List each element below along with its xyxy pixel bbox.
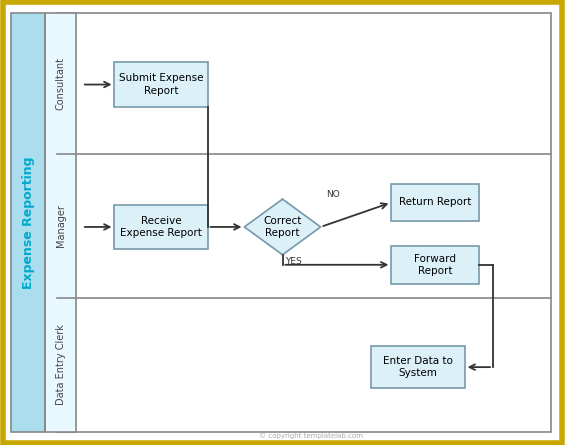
Bar bbox=[45, 13, 76, 432]
Bar bbox=[391, 246, 479, 284]
Bar bbox=[114, 205, 208, 249]
Bar bbox=[391, 184, 479, 221]
Text: Expense Reporting: Expense Reporting bbox=[21, 156, 35, 289]
Polygon shape bbox=[244, 199, 321, 255]
Text: Receive
Expense Report: Receive Expense Report bbox=[120, 216, 202, 238]
Bar bbox=[11, 13, 45, 432]
Text: © copyright templatelab.com: © copyright templatelab.com bbox=[259, 433, 363, 439]
Text: Consultant: Consultant bbox=[56, 57, 66, 110]
Text: NO: NO bbox=[327, 190, 340, 199]
Text: Data Entry Clerk: Data Entry Clerk bbox=[56, 324, 66, 405]
Bar bbox=[114, 62, 208, 107]
Text: Return Report: Return Report bbox=[399, 198, 471, 207]
Text: Forward
Report: Forward Report bbox=[414, 254, 456, 276]
Text: Manager: Manager bbox=[56, 204, 66, 247]
Text: Enter Data to
System: Enter Data to System bbox=[383, 356, 453, 378]
Bar bbox=[11, 13, 45, 432]
Bar bbox=[372, 346, 464, 388]
Bar bbox=[56, 13, 551, 432]
Text: Submit Expense
Report: Submit Expense Report bbox=[119, 73, 203, 96]
Bar bbox=[45, 13, 76, 432]
Text: Correct
Report: Correct Report bbox=[263, 216, 302, 238]
Text: YES: YES bbox=[285, 257, 302, 266]
